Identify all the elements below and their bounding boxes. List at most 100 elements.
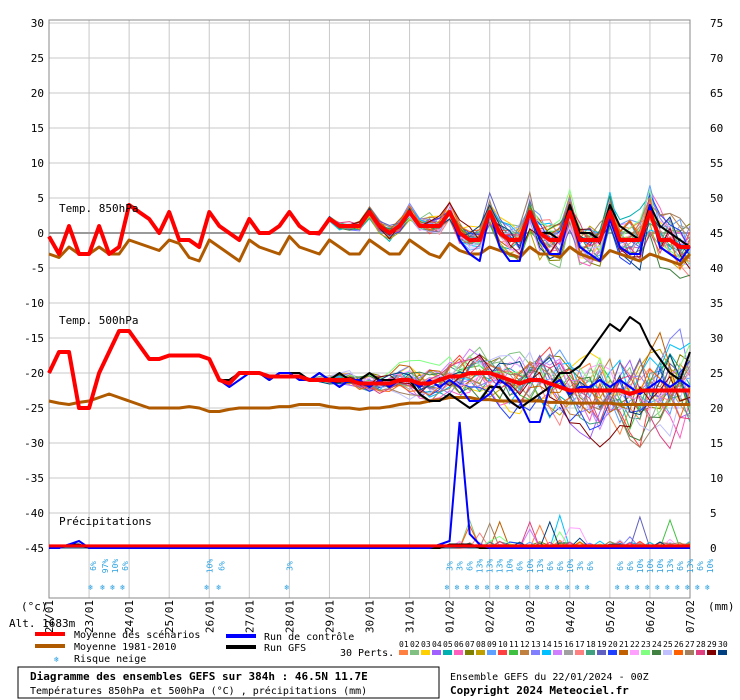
snow-risk-percent: 3%: [576, 561, 585, 571]
pert-color-swatch: [597, 650, 606, 655]
x-tick-label: 06/02: [644, 600, 657, 633]
snow-risk-percent: 10%: [636, 559, 645, 574]
snow-risk-percent: 10%: [706, 559, 715, 574]
pert-color-swatch: [465, 650, 474, 655]
left-axis-ticks: 30 25 20 15 10 5 0 -5 -10 -15 -20 -25 -30 -35 -40 -45: [24, 17, 44, 555]
snow-flake-icon: ❄: [515, 583, 520, 592]
right-tick-label: 65: [710, 87, 723, 100]
snow-flake-icon: ❄: [465, 583, 470, 592]
x-tick-label: 29/01: [323, 600, 336, 633]
legend-label-control: Run de contrôle: [264, 631, 354, 643]
snow-flake-icon: ❄: [705, 583, 710, 592]
snow-risk-percent: 3%: [456, 561, 465, 571]
right-tick-label: 25: [710, 367, 723, 380]
pert-number: 06: [454, 640, 464, 649]
right-tick-label: 75: [710, 17, 723, 30]
pert-color-swatch: [685, 650, 694, 655]
snow-risk-percent: 6%: [466, 561, 475, 571]
right-tick-label: 10: [710, 472, 723, 485]
snow-risk-percent: 6%: [696, 561, 705, 571]
x-tick-label: 26/01: [203, 600, 216, 633]
pert-number: 08: [476, 640, 486, 649]
x-tick-label: 07/02: [684, 600, 697, 633]
series-850-line: [48, 235, 692, 266]
series-500-line: [48, 392, 690, 413]
pert-color-swatch: [608, 650, 617, 655]
snow-risk-percent: 6%: [217, 561, 226, 571]
pert-number: 13: [531, 640, 541, 649]
left-tick-label: 25: [31, 52, 44, 65]
perturbation-legend: 01 02 03 04 05 06 07 08 09 10 11 12 13 14 15 16 17 18 19 20…: [399, 640, 728, 655]
x-tick-label: 25/01: [163, 600, 176, 633]
right-tick-label: 30: [710, 332, 723, 345]
title-box: Diagramme des ensembles GEFS sur 384h : …: [17, 666, 440, 699]
snow-risk-percent: 10%: [526, 559, 535, 574]
left-tick-label: 10: [31, 157, 44, 170]
left-unit-label: (°c): [21, 600, 48, 613]
right-tick-label: 0: [710, 542, 717, 555]
left-tick-label: -15: [24, 332, 44, 345]
pert-number: 10: [498, 640, 508, 649]
snow-flake-icon: ❄: [455, 583, 460, 592]
snow-flake-icon: ❄: [645, 583, 650, 592]
perts-label: 30 Perts.: [340, 648, 394, 659]
pert-color-swatch: [619, 650, 628, 655]
snow-risk-percent: 6%: [516, 561, 525, 571]
pert-number: 21: [619, 640, 629, 649]
series-500-line: [47, 329, 690, 410]
snow-risk-percent: 3%: [446, 561, 455, 571]
pert-number: 24: [652, 640, 662, 649]
legend-label-climate: Moyenne 1981-2010: [74, 642, 176, 653]
snow-risk-percent: 10%: [646, 559, 655, 574]
pert-color-swatch: [674, 650, 683, 655]
legend-label-snow: Risque neige: [74, 654, 146, 665]
legend-swatch-climate: [35, 644, 65, 648]
snow-risk-percent: 13%: [476, 559, 485, 574]
x-tick-label: 28/01: [283, 600, 296, 633]
snow-flake-icon: ❄: [565, 583, 570, 592]
snow-risk-percent: 97%: [101, 559, 110, 574]
pert-number: 01: [399, 640, 409, 649]
pert-color-swatch: [641, 650, 650, 655]
x-tick-label: 05/02: [604, 600, 617, 633]
title-line-1: Diagramme des ensembles GEFS sur 384h : …: [30, 670, 368, 683]
snow-risk-percent: 6%: [586, 561, 595, 571]
label-precipitations: Précipitations: [59, 515, 152, 528]
snow-risk-percent: 6%: [121, 561, 130, 571]
snow-flake-icon: ❄: [685, 583, 690, 592]
series-850-line: [47, 203, 690, 256]
pert-color-swatch: [630, 650, 639, 655]
snow-flake-icon: ❄: [695, 583, 700, 592]
snow-flake-icon: ❄: [675, 583, 680, 592]
pert-color-swatch: [399, 650, 408, 655]
pert-number: 02: [410, 640, 420, 649]
snow-flake-icon: ❄: [216, 583, 221, 592]
pert-color-swatch: [586, 650, 595, 655]
snow-flake-icon: ❄: [555, 583, 560, 592]
pert-color-swatch: [707, 650, 716, 655]
x-tick-label: 04/02: [564, 600, 577, 633]
copyright: Copyright 2024 Meteociel.fr: [450, 684, 629, 697]
left-tick-label: -40: [24, 507, 44, 520]
pert-color-swatch: [454, 650, 463, 655]
snow-flake-icon: ❄: [54, 655, 59, 664]
snow-flake-icon: ❄: [475, 583, 480, 592]
pert-number: 30: [718, 640, 728, 649]
pert-color-swatch: [520, 650, 529, 655]
left-tick-label: 20: [31, 87, 44, 100]
x-tick-label: 30/01: [364, 600, 377, 633]
right-tick-label: 60: [710, 122, 723, 135]
pert-number: 12: [520, 640, 530, 649]
right-tick-label: 35: [710, 297, 723, 310]
snow-risk-percent: 13%: [486, 559, 495, 574]
pert-color-swatch: [476, 650, 485, 655]
snow-risk-percent: 6%: [546, 561, 555, 571]
pert-color-swatch: [509, 650, 518, 655]
pert-number: 19: [597, 640, 607, 649]
pert-number: 23: [641, 640, 651, 649]
pert-color-swatch: [542, 650, 551, 655]
pert-number: 11: [509, 640, 519, 649]
snow-risk-markers: 6%❄97%❄10%❄6%❄10%❄6%❄3%❄3%❄3%❄6%❄13%❄13%…: [88, 559, 715, 592]
